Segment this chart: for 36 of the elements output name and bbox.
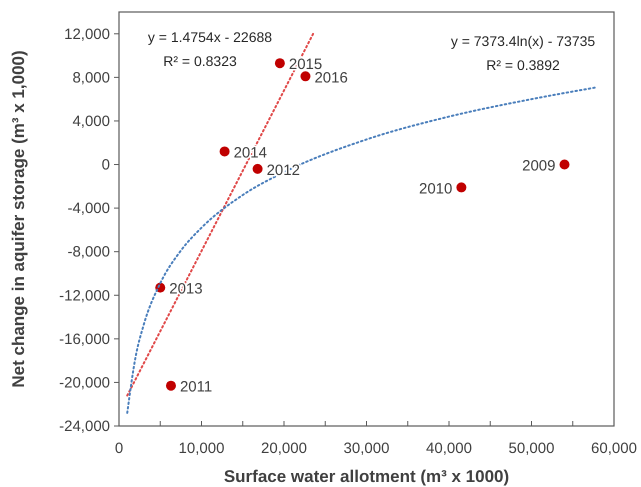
y-tick-label: -16,000 <box>59 330 110 348</box>
annotation: 2014 <box>234 144 267 162</box>
x-axis-title: Surface water allotment (m³ x 1000) <box>224 467 510 486</box>
x-tick-label: 20,000 <box>261 440 307 457</box>
y-tick-label: -24,000 <box>59 418 110 435</box>
x-tick-label: 40,000 <box>426 440 472 457</box>
y-tick-label: 8,000 <box>72 69 110 86</box>
annotation: 2009 <box>522 158 556 175</box>
annotation: 2010 <box>419 180 452 198</box>
annotation: 2011 <box>180 378 212 396</box>
point <box>300 71 310 82</box>
y-tick-label: -8,000 <box>67 244 110 261</box>
annotation: 2013 <box>169 280 203 298</box>
point <box>274 58 285 68</box>
annotation: y = 7373.4ln(x) - 73735 <box>450 33 596 49</box>
x-tick-label: 50,000 <box>508 440 554 457</box>
point <box>560 160 570 170</box>
y-tick-label: -4,000 <box>67 200 110 218</box>
x-tick-label: 0 <box>114 440 124 457</box>
point <box>456 182 466 192</box>
y-tick-label: 0 <box>102 156 110 174</box>
x-tick-label: 10,000 <box>178 440 224 457</box>
point <box>166 380 176 391</box>
point <box>220 146 230 156</box>
annotation: R² = 0.8323 <box>163 53 237 69</box>
annotation: y = 1.4754x - 22688 <box>148 29 272 45</box>
x-tick-label: 60,000 <box>591 440 637 457</box>
y-tick-label: 4,000 <box>72 112 110 130</box>
y-tick-label: 12,000 <box>64 26 110 43</box>
annotation: R² = 0.3892 <box>486 57 560 73</box>
line-series <box>126 86 598 414</box>
y-axis-title: Net change in aquifer storage (m³ x 1,000) <box>9 50 28 388</box>
point <box>252 164 263 174</box>
y-tick-label: -12,000 <box>59 287 110 304</box>
y-tick-label: -20,000 <box>59 374 110 392</box>
x-tick-label: 30,000 <box>344 440 390 457</box>
